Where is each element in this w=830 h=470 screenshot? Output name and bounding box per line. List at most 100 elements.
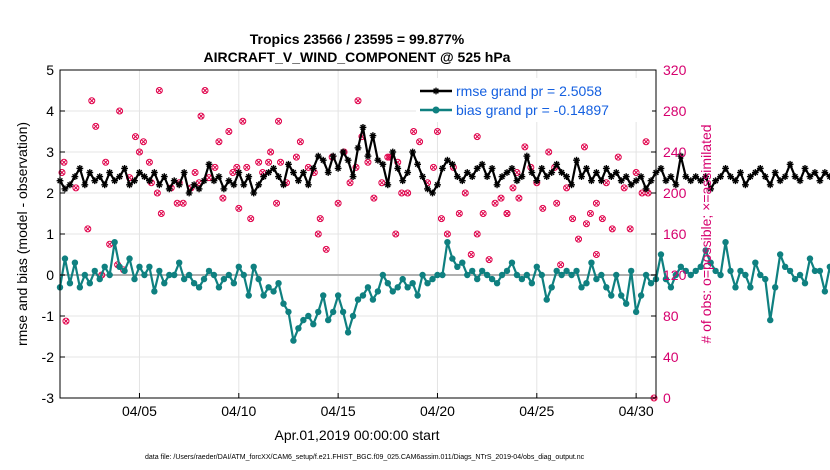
- rmse-point: [384, 181, 392, 189]
- rmse-point: [538, 165, 546, 172]
- obs-point: [553, 199, 561, 207]
- obs-point: [106, 240, 114, 248]
- obs-point: [539, 204, 547, 212]
- rmse-point: [275, 173, 282, 180]
- rmse-point: [766, 181, 774, 189]
- bias-point: [558, 271, 565, 279]
- obs-point: [364, 158, 372, 166]
- bias-point: [166, 271, 173, 279]
- rmse-point: [627, 181, 635, 189]
- bias-point: [593, 275, 600, 283]
- obs-point: [145, 158, 153, 166]
- bias-point: [493, 280, 501, 287]
- bias-point: [61, 255, 69, 262]
- rmse-point: [235, 169, 243, 176]
- obs-point: [509, 184, 517, 192]
- bias-point: [618, 292, 625, 299]
- bias-point: [414, 292, 421, 299]
- obs-point: [614, 153, 622, 161]
- bias-point: [210, 271, 218, 279]
- rmse-point: [160, 173, 168, 180]
- rmse-point: [483, 173, 491, 180]
- legend: rmse grand pr = 2.5058 bias grand pr = -…: [416, 78, 652, 122]
- bias-point: [161, 280, 168, 287]
- bias-point: [384, 280, 391, 287]
- bias-point: [240, 271, 247, 279]
- rmse-point: [687, 177, 695, 185]
- bias-point: [682, 267, 689, 275]
- bias-point: [146, 263, 153, 270]
- rmse-point: [106, 169, 114, 176]
- bias-point: [106, 271, 113, 279]
- bias-point: [767, 316, 774, 324]
- bias-point: [230, 280, 238, 287]
- rmse-point: [528, 169, 536, 176]
- bias-point: [608, 292, 615, 299]
- x-tick-label: 04/15: [321, 403, 356, 419]
- left-tick-label: 2: [46, 185, 54, 201]
- obs-point: [255, 158, 263, 166]
- rmse-point: [612, 169, 620, 176]
- bias-point: [687, 271, 694, 279]
- rmse-point: [602, 165, 610, 172]
- bias-point: [320, 292, 327, 299]
- left-tick-label: 4: [46, 103, 54, 119]
- rmse-point: [816, 177, 824, 185]
- obs-point: [153, 189, 161, 197]
- rmse-point: [543, 173, 551, 180]
- bias-point: [568, 271, 575, 279]
- right-tick-label: 200: [663, 185, 687, 201]
- rmse-point: [329, 152, 337, 160]
- rmse-point: [180, 169, 188, 176]
- bias-point: [200, 275, 208, 283]
- left-tick-label: -1: [42, 308, 55, 324]
- bias-point: [692, 267, 699, 275]
- rmse-point: [756, 165, 764, 172]
- rmse-point: [404, 169, 412, 176]
- bias-point: [141, 271, 148, 279]
- bias-point: [359, 292, 367, 299]
- bias-point: [752, 259, 759, 266]
- obs-point: [135, 148, 143, 156]
- bias-point: [329, 308, 337, 316]
- legend-rmse-star: [432, 87, 440, 95]
- bias-point: [543, 296, 550, 303]
- rmse-point: [732, 177, 739, 185]
- obs-point: [467, 251, 475, 258]
- bias-point: [677, 263, 685, 270]
- rmse-point: [429, 189, 436, 197]
- obs-point: [626, 225, 634, 233]
- rmse-point: [801, 165, 809, 172]
- rmse-point: [81, 181, 89, 189]
- obs-point: [225, 128, 233, 135]
- plot-area: [56, 69, 830, 402]
- rmse-point: [468, 173, 476, 180]
- obs-point: [139, 138, 147, 146]
- rmse-point: [190, 181, 198, 189]
- bias-point: [801, 280, 809, 287]
- obs-point: [497, 194, 505, 202]
- obs-point: [60, 158, 68, 166]
- obs-point: [592, 251, 600, 258]
- bias-point: [459, 259, 466, 266]
- rmse-point: [225, 177, 233, 185]
- bias-point: [71, 259, 79, 266]
- bias-point: [374, 288, 382, 295]
- rmse-point: [737, 169, 744, 176]
- bias-point: [722, 239, 729, 246]
- rmse-point: [444, 156, 451, 164]
- rmse-point: [210, 177, 218, 185]
- bias-point: [488, 275, 496, 283]
- bias-point: [111, 239, 118, 246]
- bias-point: [811, 267, 819, 275]
- obs-point: [88, 97, 96, 105]
- chart-title-line-1: Tropics 23566 / 23595 = 99.877%: [250, 31, 465, 47]
- rmse-point: [304, 181, 312, 189]
- obs-point: [322, 245, 330, 253]
- rmse-point: [369, 132, 377, 139]
- bias-point: [66, 280, 74, 287]
- obs-point: [215, 138, 223, 146]
- bias-point: [434, 271, 441, 279]
- bias-point: [275, 280, 282, 287]
- rmse-point: [622, 173, 630, 180]
